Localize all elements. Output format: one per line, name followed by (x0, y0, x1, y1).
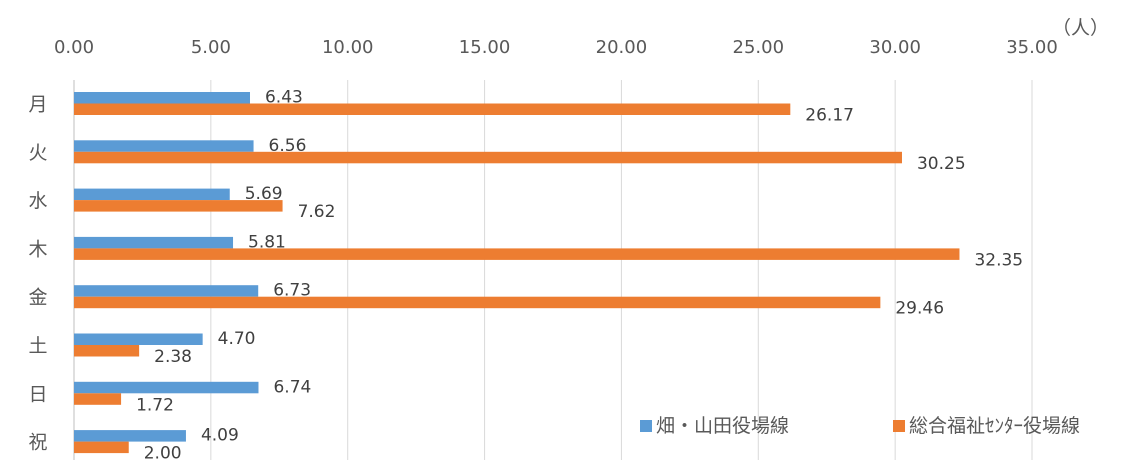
data-label-series-2: 30.25 (917, 154, 966, 174)
bar-series-2 (74, 393, 122, 405)
x-tick-label: 20.00 (596, 37, 648, 58)
bar-series-2 (74, 151, 902, 164)
x-tick-label: 5.00 (191, 37, 231, 58)
data-label-series-1: 5.69 (245, 184, 283, 204)
category-label: 土 (28, 335, 47, 357)
data-label-series-2: 7.62 (298, 202, 336, 222)
data-label-series-1: 4.70 (218, 329, 256, 349)
bar-series-1 (74, 381, 259, 394)
data-label-series-2: 32.35 (974, 250, 1023, 270)
data-label-series-1: 6.56 (269, 136, 307, 156)
bar-series-2 (74, 103, 791, 115)
x-tick-label: 0.00 (54, 37, 94, 58)
category-label: 金 (28, 287, 47, 309)
data-label-series-2: 29.46 (895, 299, 944, 319)
bar-series-2 (74, 248, 960, 260)
x-tick-label: 10.00 (322, 37, 374, 58)
bars (74, 92, 960, 454)
data-labels: 6.43 26.17 6.56 30.25 5.69 7.62 5.81 32.35 6.73 2… (136, 88, 1023, 463)
data-label-series-1: 5.81 (248, 232, 286, 252)
bar-series-1 (74, 285, 259, 297)
legend-label: 畑・山田役場線 (656, 415, 789, 437)
bar-series-2 (74, 345, 140, 357)
legend-swatch (640, 420, 652, 432)
data-label-series-1: 6.43 (265, 88, 303, 108)
x-tick-label: 30.00 (869, 37, 921, 58)
x-tick-label: 15.00 (459, 37, 511, 58)
category-label: 水 (28, 190, 47, 212)
data-label-series-1: 4.09 (201, 426, 239, 446)
bar-series-1 (74, 140, 254, 152)
x-tick-label: 25.00 (733, 37, 785, 58)
bar-series-1 (74, 430, 186, 442)
data-label-series-2: 2.38 (154, 347, 192, 367)
category-label: 木 (28, 238, 47, 260)
gridlines (73, 80, 1033, 460)
category-label: 日 (28, 383, 47, 405)
bar-series-1 (74, 188, 230, 201)
category-label: 月 (28, 94, 47, 116)
x-axis-ticks: 0.00 5.00 10.00 15.00 20.00 25.00 30.00 35.00 (54, 37, 1058, 58)
bar-series-2 (74, 441, 129, 454)
bar-series-1 (74, 92, 250, 104)
unit-label: （人） (1052, 17, 1109, 39)
data-label-series-1: 6.73 (273, 281, 311, 301)
legend-swatch (893, 420, 905, 432)
data-label-series-2: 1.72 (136, 395, 174, 415)
data-label-series-2: 26.17 (805, 106, 854, 126)
category-label: 火 (28, 142, 47, 164)
data-label-series-1: 6.74 (273, 377, 311, 397)
bar-series-2 (74, 200, 283, 212)
bar-series-1 (74, 236, 234, 249)
legend: 畑・山田役場線 総合福祉ｾﾝﾀｰ役場線 (640, 415, 1080, 437)
legend-label: 総合福祉ｾﾝﾀｰ役場線 (909, 415, 1080, 437)
category-label: 祝 (28, 432, 47, 454)
x-tick-label: 35.00 (1006, 37, 1058, 58)
data-label-series-2: 2.00 (144, 444, 182, 463)
bar-series-2 (74, 296, 881, 309)
bar-series-1 (74, 333, 203, 345)
